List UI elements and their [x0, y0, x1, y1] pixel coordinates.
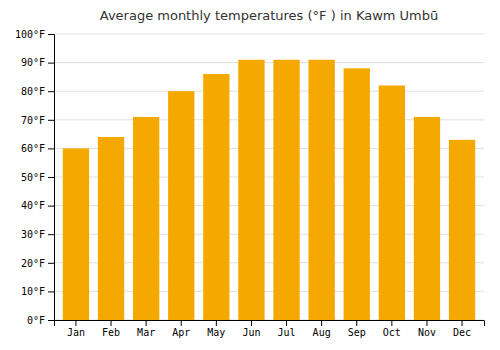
bar [379, 85, 405, 320]
tick: 50°F [21, 172, 54, 183]
tick-label: 30°F [21, 229, 45, 240]
tick-label: Mar [137, 327, 155, 338]
tick: 20°F [21, 258, 54, 269]
tick-mark [75, 320, 76, 326]
tick-mark [48, 177, 54, 178]
bar [344, 68, 370, 320]
axis-line [55, 321, 485, 327]
tick: 30°F [21, 229, 54, 240]
tick: Dec [453, 320, 471, 338]
tick-label: Sep [348, 327, 366, 338]
tick: Mar [137, 320, 155, 338]
tick-mark [48, 34, 54, 35]
tick: Feb [102, 320, 120, 338]
bar [168, 91, 194, 320]
tick-mark [462, 320, 463, 326]
tick: Jul [278, 320, 296, 338]
tick-label: Jan [67, 327, 85, 338]
tick-label: Nov [418, 327, 436, 338]
tick-mark [216, 320, 217, 326]
tick: Aug [313, 320, 331, 338]
grid-line [54, 91, 484, 92]
tick-mark [48, 91, 54, 92]
bars [63, 60, 475, 320]
tick-mark [48, 63, 54, 64]
tick-label: Apr [172, 327, 190, 338]
bar [98, 137, 124, 320]
tick-label: Oct [383, 327, 401, 338]
tick-label: Jun [242, 327, 260, 338]
tick-label: 100°F [15, 29, 45, 40]
bar [203, 74, 229, 320]
tick-mark [251, 320, 252, 326]
tick-mark [426, 320, 427, 326]
bar [238, 60, 264, 320]
tick-mark [48, 291, 54, 292]
tick: 40°F [21, 200, 54, 211]
tick-mark [391, 320, 392, 326]
tick: Jun [242, 320, 260, 338]
tick: Oct [383, 320, 401, 338]
tick-mark [48, 120, 54, 121]
tick-label: 50°F [21, 172, 45, 183]
tick-label: 60°F [21, 143, 45, 154]
grid-line [54, 62, 484, 63]
tick-label: Aug [313, 327, 331, 338]
tick: Sep [348, 320, 366, 338]
bar [133, 117, 159, 320]
tick-mark [111, 320, 112, 326]
tick: Nov [418, 320, 436, 338]
tick: Apr [172, 320, 190, 338]
tick-label: 20°F [21, 258, 45, 269]
tick-mark [48, 320, 54, 321]
tick: 0°F [27, 315, 54, 326]
tick-mark [286, 320, 287, 326]
tick-label: Jul [278, 327, 296, 338]
tick-label: 40°F [21, 200, 45, 211]
grid [54, 34, 484, 320]
tick-label: 70°F [21, 115, 45, 126]
tick-mark [48, 148, 54, 149]
bar [63, 148, 89, 320]
tick-label: 90°F [21, 57, 45, 68]
tick-mark [48, 263, 54, 264]
tick-mark [356, 320, 357, 326]
title: Average monthly temperatures (°F ) in Ka… [100, 8, 439, 23]
x-axis: Jan Feb Mar Apr May Jun Jul Aug Sep Oct Nov Dec [55, 320, 485, 338]
tick: 100°F [15, 29, 54, 40]
tick: 70°F [21, 115, 54, 126]
tick-mark [146, 320, 147, 326]
tick-label: 10°F [21, 286, 45, 297]
tick-mark [48, 206, 54, 207]
chart: Average monthly temperatures (°F ) in Ka… [0, 0, 500, 350]
tick: 90°F [21, 57, 54, 68]
tick: 60°F [21, 143, 54, 154]
bar [449, 140, 475, 320]
tick-label: May [207, 327, 225, 338]
tick-label: 0°F [27, 315, 45, 326]
tick-label: 80°F [21, 86, 45, 97]
y-axis: 0°F 10°F 20°F 30°F 40°F 50°F 60°F 70°F 80°F 90°F 1… [15, 29, 55, 326]
tick-label: Feb [102, 327, 120, 338]
bar [273, 60, 299, 320]
tick: May [207, 320, 225, 338]
grid-line [54, 34, 484, 35]
tick: 10°F [21, 286, 54, 297]
bar [308, 60, 334, 320]
tick-mark [48, 234, 54, 235]
tick-mark [321, 320, 322, 326]
axis-line [48, 35, 55, 321]
tick: 80°F [21, 86, 54, 97]
tick-label: Dec [453, 327, 471, 338]
tick: Jan [67, 320, 85, 338]
bar [414, 117, 440, 320]
tick-mark [181, 320, 182, 326]
